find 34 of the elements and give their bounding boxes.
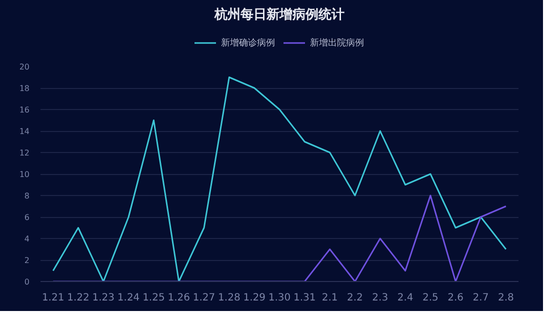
x-tick-label: 2.8 bbox=[498, 292, 514, 304]
y-tick-label: 8 bbox=[24, 192, 30, 200]
x-tick-label: 2.7 bbox=[472, 292, 489, 304]
y-tick-label: 2 bbox=[24, 256, 30, 265]
chart-title: 杭州每日新增病例统计 bbox=[214, 6, 344, 22]
line-series bbox=[52, 76, 507, 282]
y-tick-label: 16 bbox=[19, 106, 30, 114]
y-tick-label: 4 bbox=[24, 234, 30, 244]
y-tick-label: 10 bbox=[19, 170, 30, 179]
x-tick-label: 1.25 bbox=[142, 292, 165, 304]
x-tick-label: 2.1 bbox=[322, 292, 338, 304]
x-tick-label: 1.21 bbox=[42, 292, 64, 304]
x-tick-label: 1.29 bbox=[243, 292, 266, 304]
legend-label: 新增出院病例 bbox=[310, 37, 364, 49]
y-tick-label: 6 bbox=[24, 213, 30, 222]
y-tick-label: 14 bbox=[19, 127, 30, 136]
legend-label: 新增确诊病例 bbox=[221, 37, 275, 49]
y-tick-label: 0 bbox=[24, 278, 30, 286]
y-tick-label: 18 bbox=[19, 84, 30, 93]
x-tick-label: 1.30 bbox=[268, 292, 291, 304]
x-tick-label: 2.5 bbox=[422, 292, 438, 304]
x-tick-label: 1.28 bbox=[218, 292, 240, 304]
y-tick-label: 20 bbox=[19, 62, 30, 72]
x-tick-label: 1.26 bbox=[168, 292, 190, 304]
x-tick-label: 2.4 bbox=[397, 292, 414, 304]
x-tick-label: 1.22 bbox=[67, 292, 90, 304]
x-tick-label: 2.3 bbox=[372, 292, 388, 304]
x-tick-label: 2.6 bbox=[448, 292, 464, 304]
x-tick-label: 2.2 bbox=[347, 292, 363, 304]
x-tick-label: 1.23 bbox=[92, 292, 115, 304]
x-tick-label: 1.24 bbox=[117, 292, 140, 304]
x-tick-label: 1.27 bbox=[192, 292, 216, 304]
x-tick-label: 1.31 bbox=[294, 292, 316, 304]
y-tick-label: 12 bbox=[19, 148, 30, 158]
